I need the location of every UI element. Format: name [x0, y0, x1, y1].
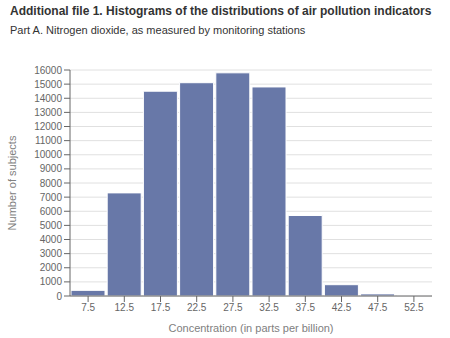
- svg-text:32.5: 32.5: [259, 302, 279, 313]
- svg-text:22.5: 22.5: [187, 302, 207, 313]
- svg-text:12.5: 12.5: [115, 302, 135, 313]
- html-text:Part A. Nitrogen dioxide, as m: Part A. Nitrogen dioxide, as measured by…: [10, 24, 306, 36]
- svg-text:Number of subjects: Number of subjects: [8, 135, 18, 230]
- svg-text:4000: 4000: [40, 234, 63, 245]
- svg-text:16000: 16000: [34, 65, 62, 76]
- svg-text:27.5: 27.5: [223, 302, 243, 313]
- svg-text:52.5: 52.5: [404, 302, 424, 313]
- html-text:Additional file 1. Histograms: Additional file 1. Histograms of the dis…: [10, 4, 432, 18]
- svg-text:15000: 15000: [34, 79, 62, 90]
- svg-text:14000: 14000: [34, 93, 62, 104]
- svg-text:47.5: 47.5: [368, 302, 388, 313]
- svg-text:8000: 8000: [40, 178, 63, 189]
- svg-text:12000: 12000: [34, 121, 62, 132]
- svg-text:Concentration (in parts per bi: Concentration (in parts per billion): [168, 322, 333, 334]
- svg-text:0: 0: [56, 291, 62, 302]
- svg-text:11000: 11000: [35, 135, 63, 146]
- svg-text:9000: 9000: [40, 163, 63, 174]
- svg-text:37.5: 37.5: [296, 302, 316, 313]
- svg-text:7.5: 7.5: [81, 302, 95, 313]
- svg-text:1000: 1000: [40, 276, 63, 287]
- svg-text:3000: 3000: [40, 248, 63, 259]
- svg-text:7000: 7000: [40, 192, 63, 203]
- svg-text:6000: 6000: [40, 206, 63, 217]
- svg-text:10000: 10000: [34, 149, 62, 160]
- svg-text:5000: 5000: [40, 220, 63, 231]
- svg-text:2000: 2000: [40, 262, 63, 273]
- svg-text:17.5: 17.5: [151, 302, 171, 313]
- svg-text:13000: 13000: [34, 107, 62, 118]
- svg-text:42.5: 42.5: [332, 302, 352, 313]
